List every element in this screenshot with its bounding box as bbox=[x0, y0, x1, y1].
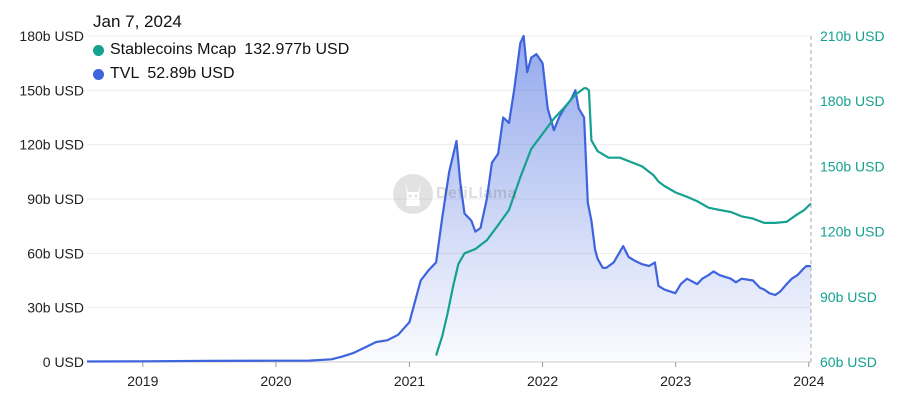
tooltip-series-value: 52.89b USD bbox=[147, 65, 235, 82]
y-right-tick-label: 180b USD bbox=[820, 93, 885, 109]
y-left-tick-label: 120b USD bbox=[19, 137, 84, 153]
y-left-tick-label: 90b USD bbox=[27, 191, 84, 207]
watermark-text: DefiLlama bbox=[436, 185, 517, 202]
x-tick-label: 2021 bbox=[394, 373, 425, 389]
y-right-tick-label: 210b USD bbox=[820, 28, 885, 44]
series-layer bbox=[86, 34, 812, 363]
x-tick-label: 2023 bbox=[660, 373, 691, 389]
x-tick-label: 2019 bbox=[127, 373, 158, 389]
y-left-tick-label: 0 USD bbox=[43, 354, 84, 370]
x-axis: 2019 2020 2021 2022 2023 2024 bbox=[127, 362, 825, 389]
llama-logo-icon bbox=[393, 174, 433, 214]
tooltip-row-tvl: TVL 52.89b USD bbox=[93, 62, 349, 86]
tooltip-series-value: 132.977b USD bbox=[244, 41, 350, 58]
stablecoins-mcap-line bbox=[435, 87, 812, 356]
defillama-watermark: DefiLlama bbox=[392, 172, 517, 216]
y-left-tick-label: 30b USD bbox=[27, 300, 84, 316]
tvl-dot-icon bbox=[93, 68, 104, 80]
y-right-tick-label: 60b USD bbox=[820, 354, 877, 370]
chart-tooltip: Jan 7, 2024 Stablecoins Mcap 132.977b US… bbox=[93, 12, 349, 86]
x-tick-label: 2020 bbox=[260, 373, 291, 389]
tooltip-row-stablecoins: Stablecoins Mcap 132.977b USD bbox=[93, 38, 349, 62]
y-right-tick-label: 120b USD bbox=[820, 224, 885, 240]
y-axis-right: 60b USD 90b USD 120b USD 150b USD 180b USD 21… bbox=[820, 28, 885, 370]
x-tick-label: 2022 bbox=[527, 373, 558, 389]
y-right-tick-label: 90b USD bbox=[820, 289, 877, 305]
stablecoins-dot-icon bbox=[93, 44, 104, 56]
y-left-tick-label: 150b USD bbox=[19, 82, 84, 98]
tvl-area bbox=[87, 36, 811, 362]
x-tick-label: 2024 bbox=[793, 373, 824, 389]
y-left-tick-label: 180b USD bbox=[19, 28, 84, 44]
tooltip-date: Jan 7, 2024 bbox=[93, 12, 182, 31]
tooltip-series-name: Stablecoins Mcap bbox=[110, 41, 237, 58]
y-right-tick-label: 150b USD bbox=[820, 158, 885, 174]
tooltip-series-name: TVL bbox=[110, 65, 140, 82]
y-left-tick-label: 60b USD bbox=[27, 245, 84, 261]
y-axis-left: 0 USD 30b USD 60b USD 90b USD 120b USD 150b U… bbox=[19, 28, 84, 370]
